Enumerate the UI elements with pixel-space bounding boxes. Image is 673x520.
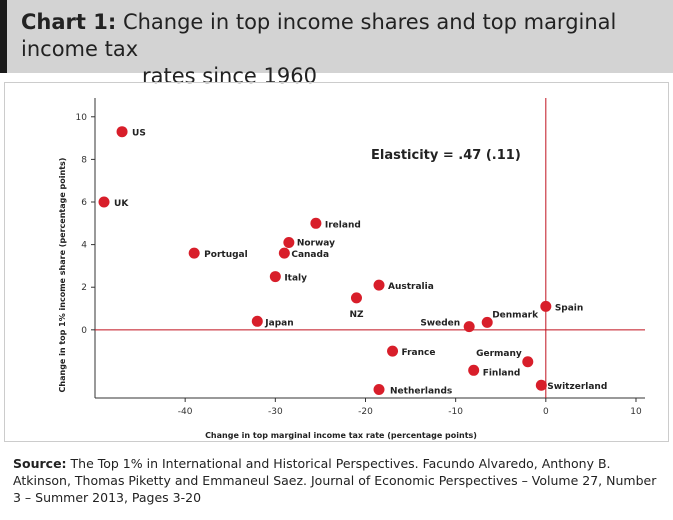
source-label: Source: — [13, 456, 67, 471]
point-nz — [350, 292, 362, 304]
point-label-norway: Norway — [297, 238, 335, 248]
point-label-canada: Canada — [291, 250, 329, 260]
y-tick-label: 8 — [81, 155, 87, 165]
y-axis-label: Change in top 1% income share (percentag… — [58, 158, 67, 393]
point-france — [387, 345, 399, 357]
point-denmark — [481, 316, 493, 328]
axes-layer: 0 2 4 6 8 10 -40 -30 -20 -10 0 10 — [76, 98, 645, 417]
point-germany — [522, 356, 534, 368]
x-axis-label: Change in top marginal income tax rate (… — [205, 431, 477, 440]
point-label-japan: Japan — [264, 318, 293, 328]
point-canada — [278, 247, 290, 259]
x-tick-label: -20 — [358, 407, 373, 417]
point-label-us: US — [132, 129, 146, 139]
point-finland — [468, 364, 480, 376]
point-netherlands — [373, 383, 385, 395]
point-japan — [251, 315, 263, 327]
point-portugal — [188, 247, 200, 259]
points-layer — [98, 126, 552, 395]
y-tick-label: 0 — [81, 326, 87, 336]
scatter-chart: 0 2 4 6 8 10 -40 -30 -20 -10 0 10 US UK Ireland Norway… — [58, 98, 645, 440]
point-label-netherlands: Netherlands — [390, 386, 452, 396]
reference-lines — [95, 98, 645, 398]
point-label-italy: Italy — [284, 274, 307, 284]
x-tick-label: 0 — [543, 407, 549, 417]
labels-layer: US UK Ireland Norway Canada Portugal Italy Aust… — [114, 129, 607, 397]
chart-title-line1: Change in top income shares and top marg… — [21, 10, 617, 61]
point-label-australia: Australia — [388, 282, 434, 292]
point-label-ireland: Ireland — [325, 220, 361, 230]
chart-title: Chart 1: Change in top income shares and… — [21, 9, 661, 90]
point-label-denmark: Denmark — [492, 310, 539, 320]
y-tick-label: 10 — [76, 113, 88, 123]
y-tick-label: 4 — [81, 241, 87, 251]
x-tick-label: 10 — [630, 407, 642, 417]
point-australia — [373, 279, 385, 291]
point-label-switzerland: Switzerland — [547, 382, 607, 392]
point-sweden — [463, 321, 475, 333]
chart-title-line2: rates since 1960 — [142, 64, 317, 88]
y-tick-label: 2 — [81, 283, 87, 293]
point-norway — [283, 236, 295, 248]
point-label-uk: UK — [114, 199, 129, 209]
point-ireland — [310, 217, 322, 229]
elasticity-annotation: Elasticity = .47 (.11) — [371, 148, 521, 163]
point-italy — [269, 271, 281, 283]
x-tick-label: -10 — [448, 407, 463, 417]
point-label-nz: NZ — [349, 310, 364, 320]
point-uk — [98, 196, 110, 208]
point-label-sweden: Sweden — [420, 319, 460, 329]
source-note: Source: The Top 1% in International and … — [13, 455, 663, 506]
point-label-finland: Finland — [483, 368, 521, 378]
point-us — [116, 126, 128, 138]
y-tick-label: 6 — [81, 198, 87, 208]
chart-header: Chart 1: Change in top income shares and… — [0, 0, 673, 88]
plot-frame: 0 2 4 6 8 10 -40 -30 -20 -10 0 10 US UK Ireland Norway… — [4, 82, 669, 442]
point-label-france: France — [402, 348, 436, 358]
point-label-portugal: Portugal — [204, 250, 248, 260]
x-tick-label: -30 — [268, 407, 283, 417]
point-switzerland — [535, 379, 547, 391]
x-tick-label: -40 — [178, 407, 193, 417]
point-spain — [540, 300, 552, 312]
source-text: The Top 1% in International and Historic… — [13, 456, 657, 505]
point-label-spain: Spain — [555, 303, 584, 313]
point-label-germany: Germany — [476, 349, 522, 359]
chart-number: Chart 1: — [21, 10, 117, 34]
